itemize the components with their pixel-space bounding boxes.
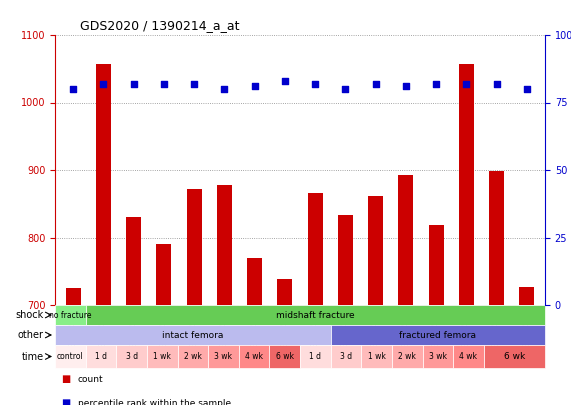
Point [159,80,168,87]
Bar [331,345,361,368]
Bar [89,305,119,308]
Text: ■: ■ [61,374,70,384]
Bar [399,175,413,305]
Text: 1 wk: 1 wk [368,352,385,361]
Point [522,86,532,92]
Bar [338,215,353,305]
Bar [96,64,111,305]
Text: intact femora: intact femora [162,330,223,339]
Bar [392,345,423,368]
Bar [270,305,300,308]
Bar [239,345,270,368]
Bar [149,305,179,308]
Bar [429,225,444,305]
Bar [519,287,534,305]
Text: other: other [18,330,43,340]
Bar [451,305,481,308]
Point [129,80,138,87]
Text: midshaft fracture: midshaft fracture [276,311,355,320]
Text: 2 wk: 2 wk [184,352,202,361]
Text: count: count [78,375,103,384]
Point [69,86,78,92]
Text: 3 wk: 3 wk [429,352,447,361]
Point [280,78,289,84]
Point [432,80,441,87]
Bar [58,305,89,308]
Point [99,80,108,87]
Bar [391,305,421,308]
Bar [278,279,292,305]
Bar [453,345,484,368]
Bar [178,345,208,368]
Bar [116,345,147,368]
Bar [119,305,149,308]
Bar [308,193,323,305]
Text: 4 wk: 4 wk [245,352,263,361]
Text: 6 wk: 6 wk [504,352,525,361]
Bar [247,258,262,305]
Bar [156,244,171,305]
Point [341,86,350,92]
Text: shock: shock [15,310,43,320]
Point [462,80,471,87]
Bar [300,305,330,308]
Text: 6 wk: 6 wk [276,352,293,361]
Bar [330,305,360,308]
Text: control: control [57,352,84,361]
Bar [217,185,232,305]
Bar [270,345,300,368]
Bar [423,345,453,368]
Bar [179,305,209,308]
Text: 2 wk: 2 wk [398,352,416,361]
Bar [209,305,239,308]
Text: 3 d: 3 d [126,352,138,361]
Bar [55,325,331,345]
Bar [360,305,391,308]
Text: 1 d: 1 d [309,352,321,361]
Point [250,83,259,90]
Point [492,80,501,87]
Text: fractured femora: fractured femora [399,330,476,339]
Bar [421,305,451,308]
Point [371,80,380,87]
Point [220,86,229,92]
Bar [126,217,141,305]
Bar [300,345,331,368]
Bar [331,325,545,345]
Text: 4 wk: 4 wk [460,352,477,361]
Text: GDS2020 / 1390214_a_at: GDS2020 / 1390214_a_at [79,19,239,32]
Bar [55,345,86,368]
Bar [86,345,116,368]
Bar [147,345,178,368]
Text: time: time [22,352,43,362]
Point [190,80,199,87]
Bar [208,345,239,368]
Bar [481,305,512,308]
Bar [484,345,545,368]
Text: 3 d: 3 d [340,352,352,361]
Bar [187,189,202,305]
Text: 3 wk: 3 wk [215,352,232,361]
Bar [489,171,504,305]
Bar [368,196,383,305]
Bar [459,64,474,305]
Text: 1 wk: 1 wk [153,352,171,361]
Text: percentile rank within the sample: percentile rank within the sample [78,399,231,405]
Point [311,80,320,87]
Point [401,83,411,90]
Text: 1 d: 1 d [95,352,107,361]
Bar [55,305,86,325]
Text: ■: ■ [61,399,70,405]
Text: no fracture: no fracture [49,311,91,320]
Bar [361,345,392,368]
Bar [239,305,270,308]
Bar [66,288,81,305]
Bar [512,305,542,308]
